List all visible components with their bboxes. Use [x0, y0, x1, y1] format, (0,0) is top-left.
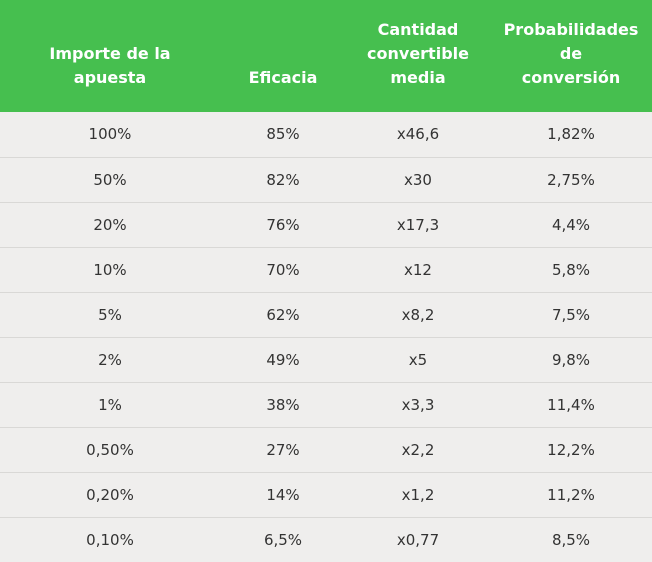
cell-eficacia: 49% — [220, 336, 346, 382]
table-header: Importe de la apuesta Eficacia Cantidad … — [0, 0, 652, 112]
cell-cantidad: x46,6 — [396, 125, 440, 144]
header-cantidad-convertible-media: Cantidad convertible media — [346, 0, 490, 112]
header-line: Cantidad — [377, 20, 459, 39]
cell-cantidad: x12 — [346, 246, 490, 292]
table-row: 50% 82% x30 2,75% — [0, 156, 652, 202]
header-line: conversión — [521, 68, 621, 87]
table-row: 5% 62% x8,2 7,5% — [0, 291, 652, 337]
cell-importe: 50% — [0, 156, 220, 202]
cell-probabilidad: 1,82% — [547, 125, 595, 144]
cell-importe: 10% — [0, 246, 220, 292]
cell-probabilidad: 9,8% — [490, 336, 652, 382]
cell-eficacia: 14% — [220, 471, 346, 517]
cell-eficacia: 70% — [220, 246, 346, 292]
header-line: de — [559, 44, 583, 63]
header-line: Importe de la — [49, 44, 171, 63]
header-importe-apuesta: Importe de la apuesta — [0, 0, 220, 112]
cell-eficacia: 85% — [266, 125, 300, 144]
table-row: 0,10% 6,5% x0,77 8,5% — [0, 516, 652, 562]
table-row: 0,50% 27% x2,2 12,2% — [0, 426, 652, 472]
cell-probabilidad: 8,5% — [490, 516, 652, 562]
table-row: 20% 76% x17,3 4,4% — [0, 201, 652, 247]
header-line: media — [390, 68, 446, 87]
header-line: Probabilidades — [503, 20, 639, 39]
cell-probabilidad: 4,4% — [490, 201, 652, 247]
cell-probabilidad: 12,2% — [490, 426, 652, 472]
header-eficacia: Eficacia — [220, 0, 346, 112]
cell-eficacia: 6,5% — [220, 516, 346, 562]
cell-importe: 0,10% — [0, 516, 220, 562]
table-row: 0,20% 14% x1,2 11,2% — [0, 471, 652, 517]
cell-importe: 0,20% — [0, 471, 220, 517]
cell-cantidad: x8,2 — [346, 291, 490, 337]
table-body: 100% 85% x46,6 1,82% 50% 82% x30 2,75% 2… — [0, 112, 652, 562]
cell-cantidad: x30 — [346, 156, 490, 202]
cell-probabilidad: 7,5% — [490, 291, 652, 337]
cell-eficacia: 76% — [220, 201, 346, 247]
table-row: 2% 49% x5 9,8% — [0, 336, 652, 382]
cell-eficacia: 38% — [220, 381, 346, 427]
cell-cantidad: x17,3 — [346, 201, 490, 247]
cell-cantidad: x0,77 — [346, 516, 490, 562]
header-line: convertible — [367, 44, 469, 63]
cell-cantidad: x5 — [346, 336, 490, 382]
cell-probabilidad: 11,2% — [490, 471, 652, 517]
cell-importe: 2% — [0, 336, 220, 382]
header-row: Importe de la apuesta Eficacia Cantidad … — [0, 0, 652, 112]
cell-eficacia: 27% — [220, 426, 346, 472]
cell-probabilidad: 5,8% — [490, 246, 652, 292]
cell-importe: 20% — [0, 201, 220, 247]
table-row: 1% 38% x3,3 11,4% — [0, 381, 652, 427]
cell-importe: 1% — [0, 381, 220, 427]
cell-cantidad: x3,3 — [346, 381, 490, 427]
table-row: 10% 70% x12 5,8% — [0, 246, 652, 292]
cell-cantidad: x2,2 — [346, 426, 490, 472]
header-line: Eficacia — [248, 68, 318, 87]
cell-importe: 5% — [0, 291, 220, 337]
header-probabilidades-conversion: Probabilidades de conversión — [490, 0, 652, 112]
table-row: 100% 85% x46,6 1,82% — [0, 112, 652, 157]
cell-importe: 0,50% — [0, 426, 220, 472]
header-line: apuesta — [73, 68, 147, 87]
cell-eficacia: 62% — [220, 291, 346, 337]
cell-probabilidad: 11,4% — [490, 381, 652, 427]
cell-importe: 100% — [88, 125, 132, 144]
cell-eficacia: 82% — [220, 156, 346, 202]
cell-cantidad: x1,2 — [346, 471, 490, 517]
cell-probabilidad: 2,75% — [490, 156, 652, 202]
